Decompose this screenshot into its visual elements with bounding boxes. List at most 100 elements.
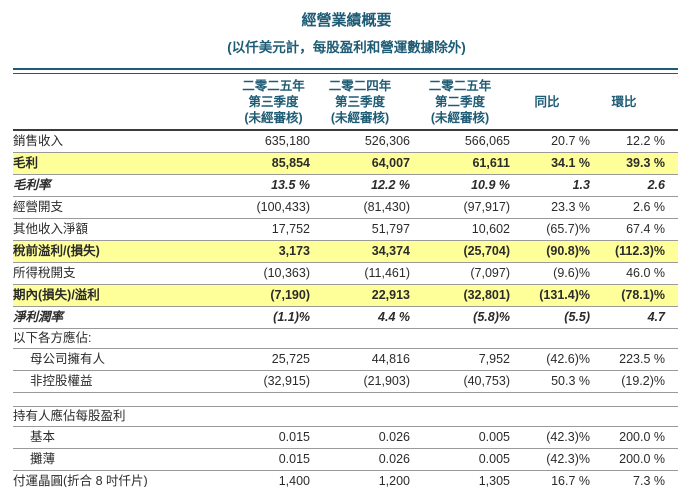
cell-value [590, 328, 678, 349]
table-row: 攤薄 0.015 0.026 0.005 (42.3)% 200.0 % [13, 448, 678, 471]
cell-value: 223.5 % [590, 348, 678, 371]
cell-value: (42.3)% [510, 448, 590, 471]
cell-value [410, 406, 510, 427]
table-row: 持有人應佔每股盈利 [13, 406, 678, 427]
cell-value: (100,433) [237, 196, 310, 219]
cell-value: 0.015 [237, 426, 310, 449]
cell-value: 13.5 % [237, 174, 310, 197]
row-label: 其他收入淨額 [13, 218, 237, 241]
cell-value: (81,430) [310, 196, 410, 219]
cell-value: 2.6 % [590, 196, 678, 219]
column-header-line: (未經審核) [330, 111, 390, 125]
column-header-line: (未經審核) [244, 111, 303, 125]
cell-value: 64,007 [310, 152, 410, 175]
row-label: 攤薄 [13, 448, 237, 471]
table-row: 非控股權益 (32,915) (21,903) (40,753) 50.3 % (19.2… [13, 370, 678, 393]
cell-value: 22,913 [310, 284, 410, 307]
cell-value: (42.6)% [510, 348, 590, 371]
row-label: 基本 [13, 426, 237, 449]
cell-value: (25,704) [410, 240, 510, 263]
row-label: 持有人應佔每股盈利 [13, 406, 237, 427]
cell-value: 10,602 [410, 218, 510, 241]
cell-value [310, 406, 410, 427]
row-label: 稅前溢利/(損失) [13, 240, 237, 263]
cell-value [510, 328, 590, 349]
row-label: 以下各方應佔: [13, 328, 237, 349]
cell-value [590, 406, 678, 427]
cell-value: 2.6 [590, 174, 678, 197]
cell-value: (32,801) [410, 284, 510, 307]
column-header: 二零二五年 第二季度 (未經審核) [410, 74, 510, 131]
table-row: 毛利率 13.5 % 12.2 % 10.9 % 1.3 2.6 [13, 174, 678, 197]
cell-value: 4.7 [590, 306, 678, 329]
column-header-line: 二零二五年 [242, 79, 305, 93]
row-label: 毛利率 [13, 174, 237, 197]
cell-value: 50.3 % [510, 370, 590, 393]
row-label: 非控股權益 [13, 370, 237, 393]
table-row: 所得稅開支 (10,363) (11,461) (7,097) (9.6)% 46.0 % [13, 262, 678, 285]
cell-value: 566,065 [410, 130, 510, 153]
results-table: 二零二五年 第三季度 (未經審核) 二零二四年 第三季度 (未經審核) 二零二五年第二季度 (… [13, 74, 678, 487]
cell-value: 1,400 [237, 470, 310, 487]
cell-value: 44,816 [310, 348, 410, 371]
table-row: 期內(損失)/溢利 (7,190) 22,913 (32,801) (131.4)% (7… [13, 284, 678, 307]
column-header: 二零二四年 第三季度 (未經審核) [310, 74, 410, 131]
column-header: 同比 [510, 74, 590, 131]
cell-value: 16.7 % [510, 470, 590, 487]
column-header: 二零二五年 第三季度 (未經審核) [237, 74, 310, 131]
cell-value: 3,173 [237, 240, 310, 263]
table-row: 付運晶圓(折合 8 吋仟片) 1,400 1,200 1,305 16.7 % 7.3 % [13, 470, 678, 487]
cell-value: (7,097) [410, 262, 510, 285]
cell-value: (42.3)% [510, 426, 590, 449]
cell-value: 0.026 [310, 426, 410, 449]
top-double-rule [13, 68, 678, 74]
cell-value: 0.026 [310, 448, 410, 471]
cell-value: 0.005 [410, 426, 510, 449]
cell-value: (9.6)% [510, 262, 590, 285]
cell-value: 39.3 % [590, 152, 678, 175]
cell-value: (1.1)% [237, 306, 310, 329]
column-header-line: 第二季度 [434, 95, 485, 109]
cell-value: 25,725 [237, 348, 310, 371]
table-row [13, 393, 678, 407]
cell-value: 0.005 [410, 448, 510, 471]
table-row: 毛利 85,854 64,007 61,611 34.1 % 39.3 % [13, 152, 678, 175]
page-title: 經營業績概要 [301, 12, 392, 29]
cell-value: 0.015 [237, 448, 310, 471]
cell-value: (5.8)% [410, 306, 510, 329]
cell-value: (32,915) [237, 370, 310, 393]
cell-value: (19.2)% [590, 370, 678, 393]
cell-value: 85,854 [237, 152, 310, 175]
cell-value: 1.3 [510, 174, 590, 197]
row-label: 經營開支 [13, 196, 237, 219]
cell-value: 7,952 [410, 348, 510, 371]
cell-value: 1,200 [310, 470, 410, 487]
table-row: 母公司擁有人 25,725 44,816 7,952 (42.6)% 223.5 % [13, 348, 678, 371]
table-row: 稅前溢利/(損失) 3,173 34,374 (25,704) (90.8)% (112.… [13, 240, 678, 263]
cell-value: (90.8)% [510, 240, 590, 263]
page-subtitle: (以仟美元計，每股盈利和營運數據除外) [227, 40, 466, 55]
header-row: 二零二五年 第三季度 (未經審核) 二零二四年 第三季度 (未經審核) 二零二五年第二季度 (… [13, 74, 678, 131]
cell-value: (65.7)% [510, 218, 590, 241]
cell-value: 17,752 [237, 218, 310, 241]
spacer-cell [13, 393, 678, 407]
table-row: 基本 0.015 0.026 0.005 (42.3)% 200.0 % [13, 426, 678, 449]
cell-value: 635,180 [237, 130, 310, 153]
cell-value: (11,461) [310, 262, 410, 285]
column-header-line: 環比 [611, 95, 637, 109]
cell-value: (112.3)% [590, 240, 678, 263]
cell-value: 7.3 % [590, 470, 678, 487]
row-label: 付運晶圓(折合 8 吋仟片) [13, 470, 237, 487]
table-row: 經營開支 (100,433) (81,430) (97,917) 23.3 % 2.6 % [13, 196, 678, 219]
cell-value: 12.2 % [590, 130, 678, 153]
column-header-line: (未經審核) [430, 111, 490, 125]
row-label: 毛利 [13, 152, 237, 175]
column-header-empty [13, 74, 237, 131]
cell-value: 23.3 % [510, 196, 590, 219]
cell-value: 4.4 % [310, 306, 410, 329]
cell-value: 61,611 [410, 152, 510, 175]
row-label: 淨利潤率 [13, 306, 237, 329]
table-row: 淨利潤率 (1.1)% 4.4 % (5.8)% (5.5) 4.7 [13, 306, 678, 329]
cell-value: 20.7 % [510, 130, 590, 153]
